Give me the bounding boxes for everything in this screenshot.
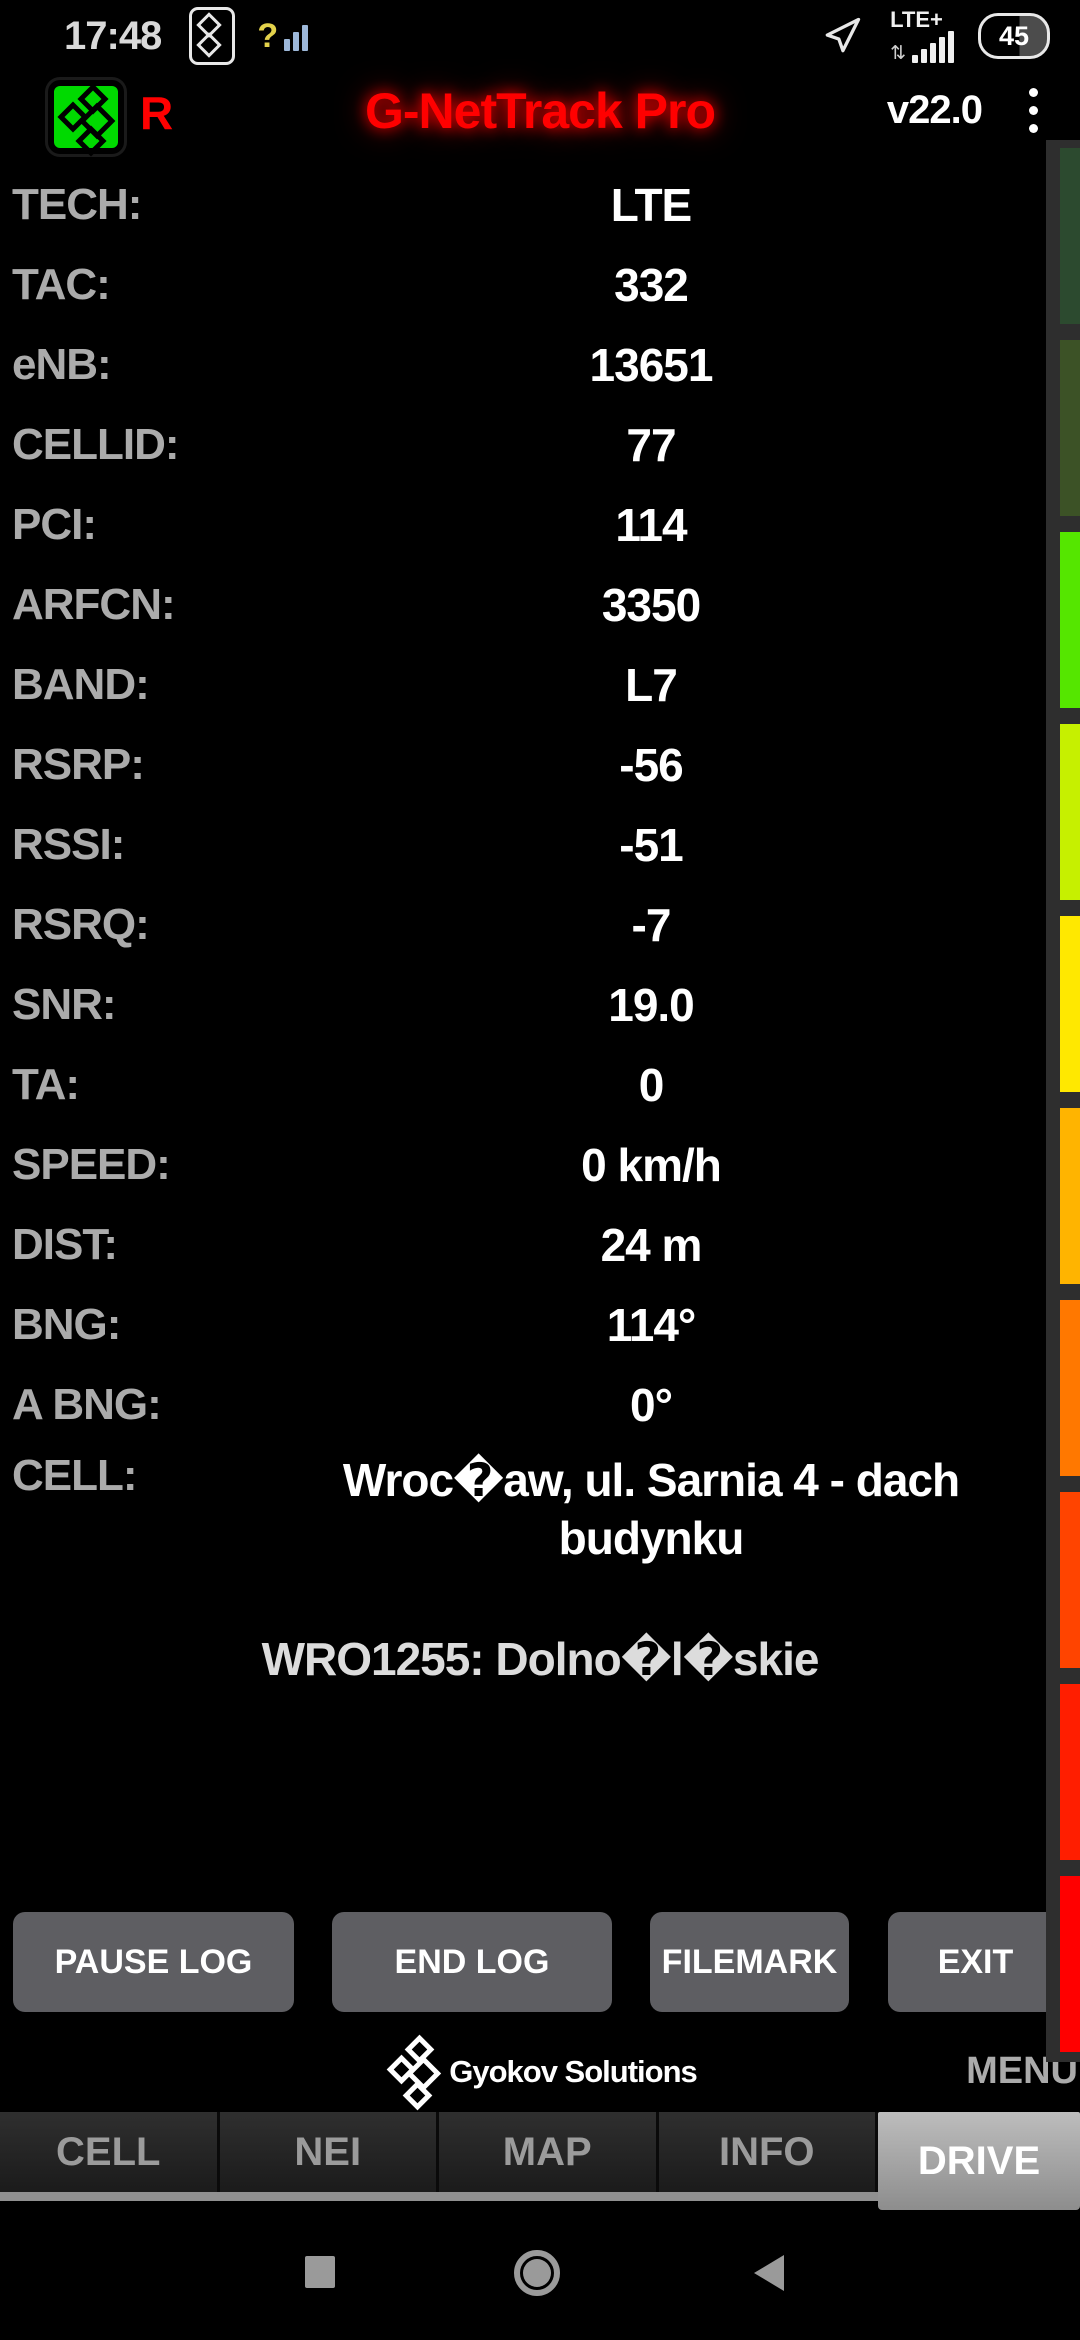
- metric-value: LTE: [610, 179, 692, 231]
- cell-description: Wroc�aw, ul. Sarnia 4 - dach budynku: [342, 1454, 960, 1564]
- tab-map[interactable]: MAP: [439, 2112, 659, 2192]
- metric-label: eNB:: [12, 340, 112, 389]
- recording-indicator: R: [140, 87, 174, 139]
- metric-label: BAND:: [12, 660, 150, 709]
- metric-row-ta: TA: 0: [0, 1045, 1080, 1125]
- metric-value: 13651: [589, 339, 714, 391]
- overflow-menu-icon[interactable]: [1023, 82, 1044, 139]
- signal-scale-segment: [1060, 1684, 1080, 1860]
- end-log-button[interactable]: END LOG: [332, 1912, 612, 2012]
- metric-value: 0: [638, 1059, 665, 1111]
- metric-label: RSRP:: [12, 740, 145, 789]
- metric-row-cell: CELL: Wroc�aw, ul. Sarnia 4 - dach budynk…: [0, 1445, 1080, 1567]
- metric-row-arfcn: ARFCN: 3350: [0, 565, 1080, 645]
- battery-indicator: 45: [978, 13, 1050, 59]
- no-sim-signal-icon: ?: [257, 19, 309, 53]
- network-type-label: LTE+: [890, 7, 943, 32]
- metric-label: A BNG:: [12, 1380, 162, 1429]
- metric-row-tech: TECH: LTE: [0, 165, 1080, 245]
- exit-button[interactable]: EXIT: [888, 1912, 1063, 2012]
- metric-value: L7: [625, 659, 678, 711]
- metric-row-dist: DIST: 24 m: [0, 1205, 1080, 1285]
- signal-scale-segment: [1060, 724, 1080, 900]
- brand-name: Gyokov Solutions: [449, 2054, 698, 2089]
- metric-row-rssi: RSSI: -51: [0, 805, 1080, 885]
- signal-scale-segment: [1060, 1300, 1080, 1476]
- region-info: WRO1255: Dolno�l�skie: [261, 1633, 820, 1685]
- mobile-signal-icon: LTE+ ⇅: [890, 9, 954, 63]
- metric-label: CELL:: [12, 1451, 138, 1500]
- metric-value: 114: [615, 499, 687, 551]
- metric-label: DIST:: [12, 1220, 118, 1269]
- metric-row-speed: SPEED: 0 km/h: [0, 1125, 1080, 1205]
- signal-scale-segment: [1060, 1492, 1080, 1668]
- clock: 17:48: [64, 13, 162, 58]
- metric-value: 24 m: [600, 1219, 703, 1271]
- gnettrack-notification-icon: [189, 7, 236, 65]
- brand: Gyokov Solutions: [0, 2034, 1080, 2111]
- metric-label: CELLID:: [12, 420, 180, 469]
- app-header: R G-NetTrack Pro v22.0: [0, 74, 1080, 166]
- metric-row-abng: A BNG: 0°: [0, 1365, 1080, 1445]
- metric-row-rsrq: RSRQ: -7: [0, 885, 1080, 965]
- metric-row-bng: BNG: 114°: [0, 1285, 1080, 1365]
- metric-row-band: BAND: L7: [0, 645, 1080, 725]
- metric-value: 114°: [606, 1299, 697, 1351]
- signal-scale-segment: [1060, 916, 1080, 1092]
- tab-bar: CELL NEI MAP INFO DRIVE: [0, 2112, 1080, 2210]
- home-button[interactable]: [514, 2250, 560, 2296]
- signal-scale-segment: [1060, 1108, 1080, 1284]
- android-nav-bar: [0, 2230, 1080, 2340]
- metric-label: RSSI:: [12, 820, 125, 869]
- location-arrow-icon: [825, 17, 861, 53]
- back-button[interactable]: [754, 2255, 784, 2291]
- signal-scale-segment: [1060, 532, 1080, 708]
- metric-row-rsrp: RSRP: -56: [0, 725, 1080, 805]
- metric-label: BNG:: [12, 1300, 121, 1349]
- recents-button[interactable]: [305, 2256, 335, 2288]
- tab-cell[interactable]: CELL: [0, 2112, 220, 2192]
- metric-label: PCI:: [12, 500, 97, 549]
- metric-label: SPEED:: [12, 1140, 171, 1189]
- app-title: G-NetTrack Pro: [364, 83, 716, 139]
- metric-value: 77: [626, 419, 676, 471]
- metric-row-tac: TAC: 332: [0, 245, 1080, 325]
- version-label: v22.0: [886, 88, 983, 132]
- metric-label: SNR:: [12, 980, 117, 1029]
- metric-row-enb: eNB: 13651: [0, 325, 1080, 405]
- metric-value: 0 km/h: [581, 1139, 722, 1191]
- metric-value: 0°: [630, 1379, 673, 1431]
- metric-row-snr: SNR: 19.0: [0, 965, 1080, 1045]
- pause-log-button[interactable]: PAUSE LOG: [13, 1912, 294, 2012]
- metric-row-pci: PCI: 114: [0, 485, 1080, 565]
- signal-scale-segment: [1060, 340, 1080, 516]
- metric-row-cellid: CELLID: 77: [0, 405, 1080, 485]
- footer: Gyokov Solutions MENU: [0, 2034, 1080, 2111]
- metric-value: 19.0: [608, 979, 695, 1031]
- metric-value: -51: [619, 819, 683, 871]
- tab-nei[interactable]: NEI: [219, 2112, 439, 2192]
- tab-drive[interactable]: DRIVE: [878, 2112, 1080, 2210]
- gyokov-logo-icon: [383, 2034, 442, 2111]
- metric-label: TAC:: [12, 260, 111, 309]
- metric-value: -56: [619, 739, 683, 791]
- metric-label: ARFCN:: [12, 580, 176, 629]
- signal-scale-segment: [1060, 148, 1080, 324]
- metric-value: 332: [614, 259, 689, 311]
- signal-scale: [1046, 140, 1080, 2062]
- metric-value: -7: [631, 899, 672, 951]
- status-bar: 17:48 ? LTE+ ⇅ 45: [0, 0, 1080, 72]
- metric-label: TECH:: [12, 180, 142, 229]
- filemark-button[interactable]: FILEMARK: [650, 1912, 849, 2012]
- tab-info[interactable]: INFO: [658, 2112, 878, 2192]
- app-logo-icon: [48, 80, 124, 157]
- battery-percent: 45: [998, 20, 1030, 51]
- metrics-panel: TECH: LTE TAC: 332 eNB: 13651 CELLID: 77 PCI…: [0, 165, 1080, 1567]
- metric-value: 3350: [601, 579, 701, 631]
- signal-scale-segment: [1060, 1876, 1080, 2052]
- metric-label: TA:: [12, 1060, 80, 1109]
- metric-label: RSRQ:: [12, 900, 150, 949]
